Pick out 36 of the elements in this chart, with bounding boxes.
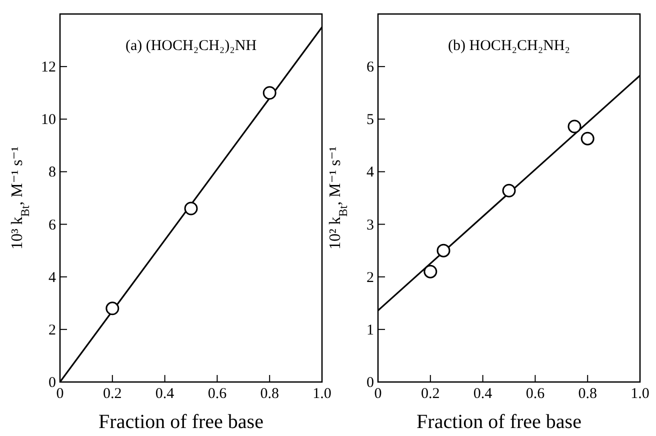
point [262,86,276,100]
point [568,120,582,134]
x-axis-title: Fraction of free base [416,411,582,433]
x-tick-label: 1.0 [630,386,650,402]
x-tick-label: 0.4 [155,386,175,402]
y-tick-label: 0 [48,375,56,391]
x-tick-label: 0.6 [208,386,228,402]
x-tick-label: 0.8 [578,386,597,402]
y-tick-label: 4 [48,270,56,286]
y-tick-label: 5 [366,112,374,128]
y-tick-label: 6 [366,60,374,76]
point [436,244,450,258]
point [424,264,438,278]
y-tick-label: 0 [366,375,374,391]
point [106,302,120,316]
x-tick-label: 0.6 [526,386,546,402]
point [580,132,594,146]
y-tick-label: 2 [366,270,374,286]
point [184,202,198,216]
y-tick-label: 4 [366,164,374,181]
x-tick-label: 0.4 [473,386,493,402]
x-tick-label: 0.2 [421,386,440,402]
x-tick-label: 0.8 [260,386,279,402]
y-tick-label: 8 [48,164,56,181]
y-tick-label: 3 [366,217,374,234]
y-tick-label: 12 [41,60,56,76]
y-tick-label: 2 [48,322,56,338]
y-tick-label: 6 [48,217,56,234]
x-tick-label: 0.2 [103,386,122,402]
point [502,184,516,198]
x-tick-label: 1.0 [312,386,332,402]
text: (a) (HOCH₂CH₂)₂NH [125,38,257,54]
text: (b) HOCH₂CH₂NH₂ [448,38,570,54]
y-tick-label: 10 [41,112,56,128]
y-tick-label: 1 [366,322,374,338]
x-axis-title: Fraction of free base [98,411,264,433]
